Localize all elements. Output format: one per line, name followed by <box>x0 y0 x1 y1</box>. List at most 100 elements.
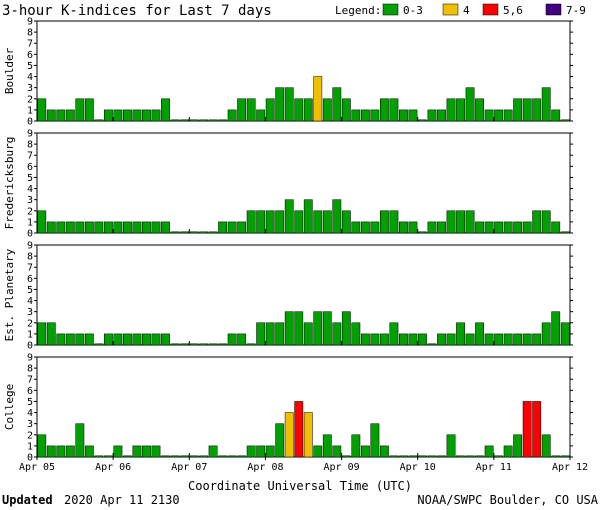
x-tick-label: Apr 12 <box>552 462 588 473</box>
y-axis-label: Boulder <box>3 47 16 94</box>
x-tick-label: Apr 11 <box>476 462 512 473</box>
k-index-bar <box>189 455 199 458</box>
y-tick-label: 9 <box>27 241 33 252</box>
k-index-bar <box>161 455 170 458</box>
k-index-bar <box>360 221 370 234</box>
legend-text-4: 4 <box>463 4 470 17</box>
k-index-bar <box>551 311 561 346</box>
y-tick-label: 4 <box>27 184 33 195</box>
panel-frame <box>36 20 571 122</box>
k-index-bar <box>142 221 151 234</box>
k-index-bar <box>227 333 237 346</box>
k-index-bar <box>522 98 532 122</box>
y-tick-label: 4 <box>27 408 33 419</box>
y-tick-label: 6 <box>27 162 33 173</box>
k-index-bar <box>389 210 399 234</box>
y-tick-label: 5 <box>27 285 33 296</box>
k-index-bar <box>208 445 218 458</box>
k-index-bar <box>551 109 561 122</box>
k-index-bar <box>360 445 370 458</box>
k-index-bar <box>446 333 456 346</box>
y-axis-label: College <box>3 384 16 430</box>
y-tick-label: 2 <box>27 318 33 329</box>
k-index-bar <box>437 221 446 234</box>
k-index-bar <box>199 231 208 234</box>
k-index-bar <box>294 210 304 234</box>
k-index-bar <box>513 221 523 234</box>
k-index-bar <box>322 98 332 122</box>
k-index-bar <box>427 343 437 346</box>
k-index-bar <box>408 455 418 458</box>
k-index-bar <box>351 322 361 346</box>
k-index-bar <box>522 221 532 234</box>
k-index-bar <box>522 401 532 458</box>
k-index-bar <box>475 98 484 122</box>
k-index-bar <box>46 322 56 346</box>
k-index-bar <box>275 210 285 234</box>
y-tick-label: 7 <box>27 375 33 386</box>
y-tick-label: 5 <box>27 61 33 72</box>
k-index-bar <box>494 109 504 122</box>
k-index-bar <box>370 423 380 458</box>
k-index-bar <box>113 109 123 122</box>
k-index-bar <box>218 119 228 122</box>
y-tick-label: 3 <box>27 419 33 430</box>
k-index-bar <box>46 445 56 458</box>
k-index-bar <box>484 333 494 346</box>
k-index-bar <box>560 119 570 122</box>
k-index-bar <box>494 221 504 234</box>
legend-text-5-6: 5,6 <box>503 4 523 17</box>
k-index-bar <box>294 401 304 458</box>
k-index-bar <box>246 210 256 234</box>
k-index-bar <box>408 109 418 122</box>
y-tick-label: 8 <box>27 140 33 151</box>
k-index-bar <box>313 76 323 122</box>
k-index-bar <box>246 445 256 458</box>
k-index-bar <box>399 109 408 122</box>
k-index-bar <box>456 98 465 122</box>
y-tick-label: 8 <box>27 28 33 39</box>
panel-frame <box>36 244 571 346</box>
k-index-bar <box>322 210 332 234</box>
k-index-bar <box>132 109 142 122</box>
k-index-bar <box>360 333 370 346</box>
k-index-bar <box>84 445 94 458</box>
y-axis-label: Est. Planetary <box>3 248 16 341</box>
k-index-bar <box>275 423 285 458</box>
k-index-bar <box>484 109 494 122</box>
k-index-bar <box>541 322 551 346</box>
y-tick-label: 8 <box>27 364 33 375</box>
k-index-bar <box>161 333 170 346</box>
k-index-bar <box>370 109 380 122</box>
k-index-bar <box>227 221 237 234</box>
k-index-bar <box>218 343 228 346</box>
k-index-bar <box>475 455 484 458</box>
k-index-bar <box>532 210 542 234</box>
x-tick-label: Apr 10 <box>400 462 436 473</box>
k-index-bar <box>123 221 132 234</box>
x-axis-label: Coordinate Universal Time (UTC) <box>188 479 412 493</box>
k-index-bar <box>84 333 94 346</box>
k-index-bar <box>65 333 75 346</box>
k-index-bar <box>227 109 237 122</box>
k-index-bar <box>465 210 475 234</box>
k-index-bar <box>465 87 475 122</box>
k-index-bar <box>132 445 142 458</box>
k-index-bar <box>256 445 266 458</box>
x-tick-label: Apr 07 <box>171 462 207 473</box>
legend-text-0-3: 0-3 <box>403 4 423 17</box>
k-index-bar <box>418 455 427 458</box>
k-index-bar <box>427 109 437 122</box>
k-index-bar <box>132 221 142 234</box>
k-index-bar <box>37 210 47 234</box>
panel-frame <box>36 356 571 458</box>
k-index-bar <box>332 87 342 122</box>
panel-frame <box>36 132 571 234</box>
k-index-bar <box>503 333 513 346</box>
legend-label: Legend: <box>335 4 381 17</box>
k-index-bar <box>379 210 389 234</box>
k-index-bar <box>341 210 351 234</box>
k-index-bar <box>399 333 408 346</box>
